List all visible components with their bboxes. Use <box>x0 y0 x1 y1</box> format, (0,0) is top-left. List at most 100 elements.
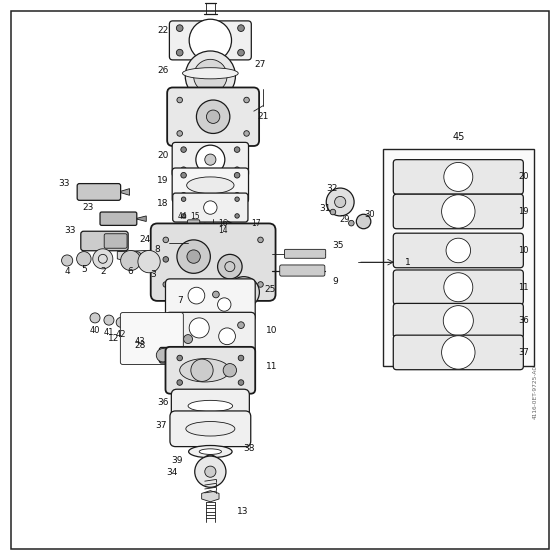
FancyBboxPatch shape <box>166 312 255 354</box>
Text: 20: 20 <box>518 172 529 181</box>
Ellipse shape <box>180 358 230 382</box>
Text: 29: 29 <box>339 216 350 225</box>
Circle shape <box>181 167 186 172</box>
Text: 32: 32 <box>326 184 338 193</box>
Circle shape <box>237 49 244 56</box>
Circle shape <box>207 110 220 123</box>
Circle shape <box>202 223 208 230</box>
Text: 25: 25 <box>265 285 276 294</box>
Circle shape <box>204 201 217 214</box>
FancyBboxPatch shape <box>393 304 524 338</box>
Circle shape <box>356 214 371 228</box>
Polygon shape <box>202 491 219 502</box>
Text: 24: 24 <box>139 235 151 244</box>
Circle shape <box>189 318 209 338</box>
FancyBboxPatch shape <box>284 249 326 258</box>
Circle shape <box>136 328 143 335</box>
FancyBboxPatch shape <box>166 347 255 394</box>
Circle shape <box>156 348 170 362</box>
Circle shape <box>228 277 259 308</box>
Circle shape <box>237 322 244 329</box>
Text: 36: 36 <box>157 398 169 407</box>
Circle shape <box>195 456 226 487</box>
FancyBboxPatch shape <box>166 279 255 321</box>
FancyBboxPatch shape <box>167 87 259 146</box>
Circle shape <box>237 25 244 31</box>
Circle shape <box>218 298 231 311</box>
Text: 30: 30 <box>364 210 375 219</box>
Circle shape <box>184 335 193 343</box>
Polygon shape <box>135 216 146 222</box>
FancyBboxPatch shape <box>81 231 128 251</box>
FancyBboxPatch shape <box>151 223 276 301</box>
Circle shape <box>181 214 186 218</box>
Circle shape <box>77 251 91 266</box>
Ellipse shape <box>183 68 238 79</box>
Text: 27: 27 <box>255 60 266 69</box>
Circle shape <box>446 238 470 263</box>
Circle shape <box>188 287 205 304</box>
Circle shape <box>238 380 244 385</box>
Circle shape <box>163 256 169 262</box>
Circle shape <box>177 130 183 136</box>
Text: 19: 19 <box>157 176 169 185</box>
Circle shape <box>442 336 475 369</box>
FancyBboxPatch shape <box>104 234 127 248</box>
Text: 10: 10 <box>266 326 277 335</box>
FancyBboxPatch shape <box>170 411 251 447</box>
Circle shape <box>185 51 235 101</box>
Text: 26: 26 <box>157 66 169 75</box>
Text: 11: 11 <box>266 362 277 371</box>
Circle shape <box>219 328 235 344</box>
Circle shape <box>181 172 186 178</box>
Circle shape <box>235 197 239 202</box>
Circle shape <box>234 147 240 152</box>
FancyBboxPatch shape <box>120 312 183 365</box>
Circle shape <box>444 306 473 336</box>
Circle shape <box>197 100 230 133</box>
Text: 7: 7 <box>177 296 183 305</box>
FancyBboxPatch shape <box>393 160 524 194</box>
FancyBboxPatch shape <box>188 220 200 233</box>
Text: 10: 10 <box>518 246 529 255</box>
FancyBboxPatch shape <box>160 347 194 363</box>
Text: 18: 18 <box>157 199 169 208</box>
Circle shape <box>205 466 216 477</box>
Circle shape <box>181 197 186 202</box>
FancyBboxPatch shape <box>169 21 251 60</box>
Circle shape <box>181 193 186 198</box>
Text: 40: 40 <box>90 326 100 335</box>
Circle shape <box>177 240 211 273</box>
Ellipse shape <box>189 446 232 458</box>
Circle shape <box>348 221 354 226</box>
Circle shape <box>218 254 242 279</box>
Circle shape <box>244 130 249 136</box>
Circle shape <box>444 162 473 192</box>
Text: 11: 11 <box>518 283 529 292</box>
Circle shape <box>194 59 227 93</box>
Text: 45: 45 <box>452 132 464 142</box>
Text: 2: 2 <box>100 267 106 276</box>
FancyBboxPatch shape <box>172 193 248 222</box>
Text: 13: 13 <box>237 507 249 516</box>
Circle shape <box>104 315 114 325</box>
Circle shape <box>207 459 214 466</box>
Circle shape <box>244 97 249 103</box>
Text: 16: 16 <box>218 219 227 228</box>
Ellipse shape <box>188 400 232 412</box>
Text: 14: 14 <box>218 226 227 235</box>
FancyBboxPatch shape <box>393 335 524 370</box>
Text: 4116-0ET-9725-A0: 4116-0ET-9725-A0 <box>533 365 538 418</box>
Text: 9: 9 <box>333 277 339 286</box>
Circle shape <box>90 313 100 323</box>
Text: 12: 12 <box>108 334 120 343</box>
Text: 5: 5 <box>81 265 87 274</box>
Polygon shape <box>117 249 181 266</box>
Circle shape <box>132 251 141 260</box>
Circle shape <box>196 145 225 174</box>
Text: 36: 36 <box>518 316 529 325</box>
Circle shape <box>223 363 236 377</box>
Circle shape <box>93 249 113 269</box>
Text: 33: 33 <box>64 226 76 235</box>
Text: 33: 33 <box>59 179 70 188</box>
